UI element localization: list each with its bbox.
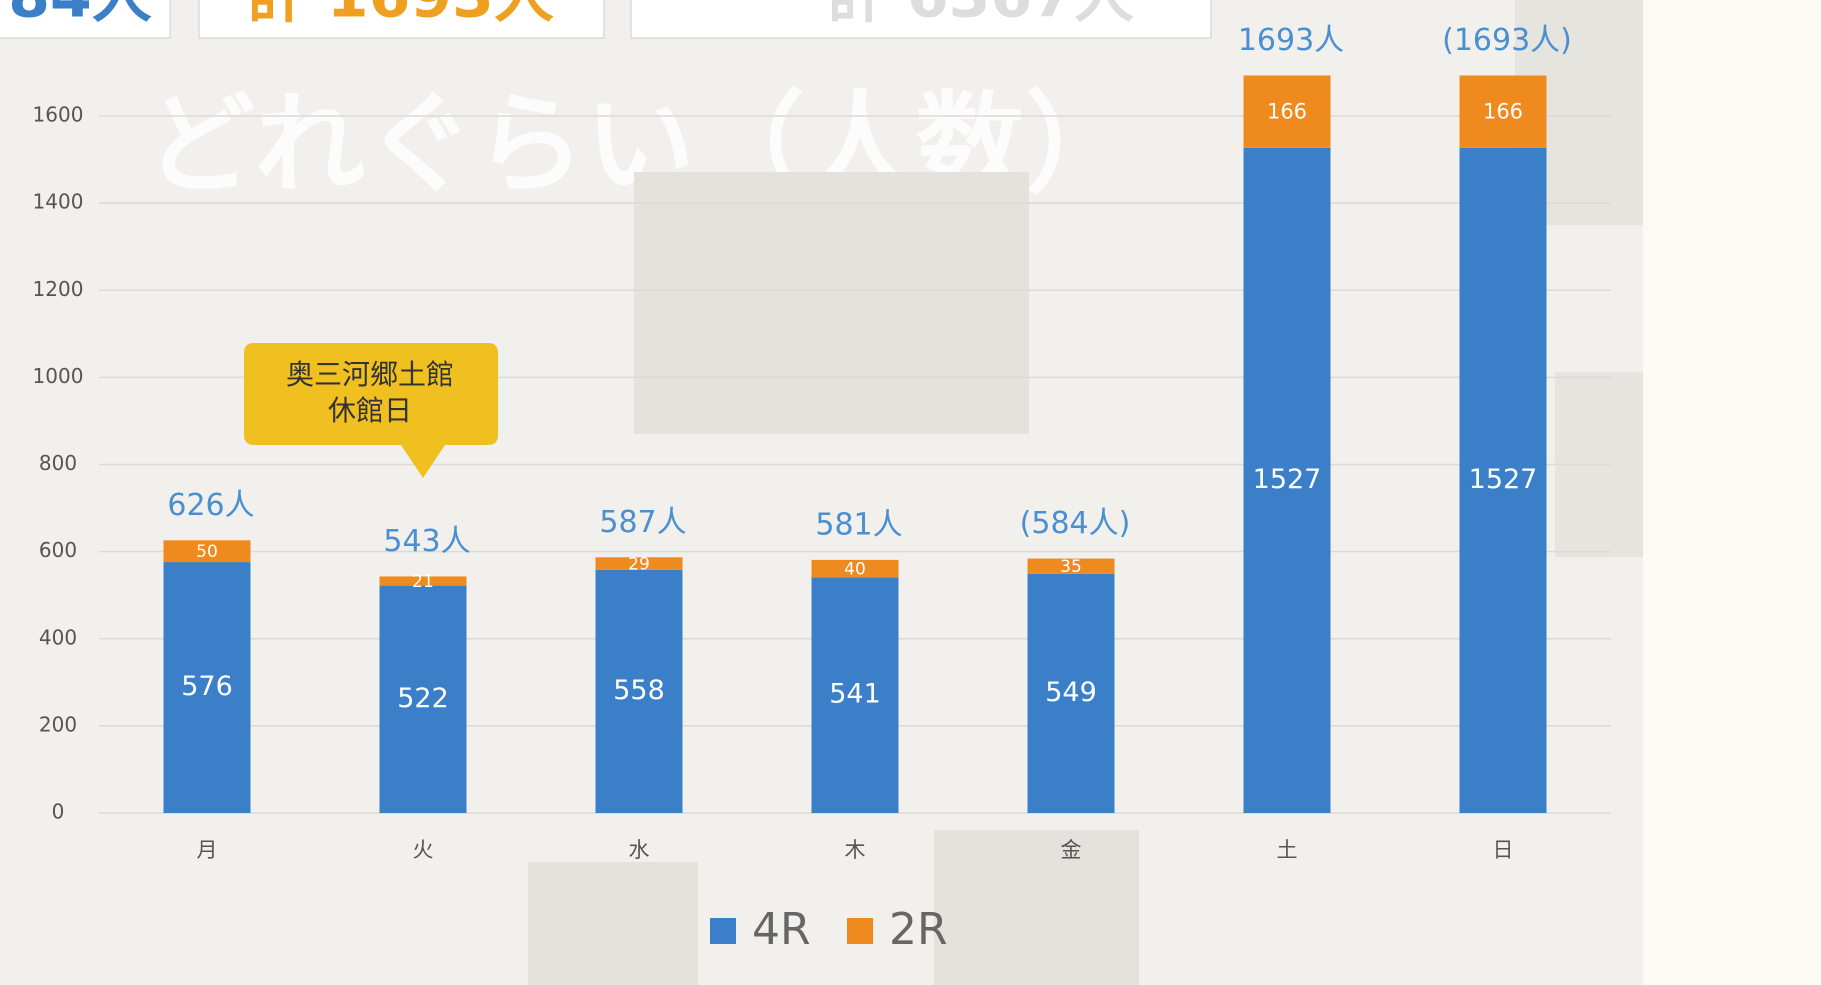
header-text: 計 6367人 bbox=[826, 0, 1134, 32]
page: 84人 計 1693人 計 6367人 どれぐらい（人数） 0200400600… bbox=[0, 0, 1821, 985]
value-label: 29 bbox=[628, 555, 650, 575]
y-tick-label: 200 bbox=[39, 712, 77, 736]
value-label: 522 bbox=[397, 683, 449, 714]
legend-label: 2R bbox=[889, 904, 948, 955]
value-label: 35 bbox=[1060, 557, 1082, 577]
people-illustration bbox=[634, 172, 1029, 434]
value-label: 549 bbox=[1045, 677, 1097, 708]
x-tick-label: 土 bbox=[1277, 838, 1298, 862]
header-text: 84人 bbox=[8, 0, 152, 32]
value-label: 166 bbox=[1483, 100, 1523, 124]
x-tick-label: 金 bbox=[1061, 838, 1082, 862]
legend-swatch bbox=[710, 918, 736, 944]
total-label: 581人 bbox=[815, 507, 902, 542]
total-label: 543人 bbox=[383, 524, 470, 559]
legend-swatch bbox=[847, 918, 873, 944]
y-tick-label: 0 bbox=[52, 800, 65, 824]
total-label: 587人 bbox=[599, 505, 686, 540]
y-tick-label: 1200 bbox=[33, 277, 84, 301]
value-label: 1527 bbox=[1253, 464, 1322, 495]
value-label: 21 bbox=[412, 572, 434, 592]
y-tick-label: 800 bbox=[39, 451, 77, 475]
x-tick-label: 木 bbox=[845, 838, 866, 862]
x-tick-label: 火 bbox=[413, 838, 434, 862]
x-tick-label: 水 bbox=[629, 838, 650, 862]
callout-text: 休館日 bbox=[328, 394, 412, 427]
y-tick-label: 1600 bbox=[33, 103, 84, 127]
x-tick-label: 日 bbox=[1493, 838, 1514, 862]
y-tick-label: 1000 bbox=[33, 364, 84, 388]
value-label: 166 bbox=[1267, 100, 1307, 124]
value-label: 50 bbox=[196, 542, 218, 562]
value-label: 40 bbox=[844, 560, 866, 580]
value-label: 541 bbox=[829, 679, 881, 710]
total-label: 1693人 bbox=[1238, 23, 1344, 58]
value-label: 558 bbox=[613, 675, 665, 706]
legend-label: 4R bbox=[752, 904, 811, 955]
y-tick-label: 400 bbox=[39, 625, 77, 649]
x-tick-label: 月 bbox=[197, 838, 218, 862]
header-text: 計 1693人 bbox=[246, 0, 554, 32]
total-label: 626人 bbox=[167, 488, 254, 523]
value-label: 1527 bbox=[1469, 464, 1538, 495]
value-label: 576 bbox=[181, 671, 233, 702]
total-label: (584人) bbox=[1020, 506, 1131, 541]
legend-bike-illustration bbox=[934, 830, 1139, 985]
total-label: (1693人) bbox=[1442, 23, 1572, 58]
callout-text: 奥三河郷土館 bbox=[286, 358, 454, 391]
legend-car-illustration bbox=[528, 862, 698, 985]
y-tick-label: 600 bbox=[39, 538, 77, 562]
y-tick-label: 1400 bbox=[33, 190, 84, 214]
